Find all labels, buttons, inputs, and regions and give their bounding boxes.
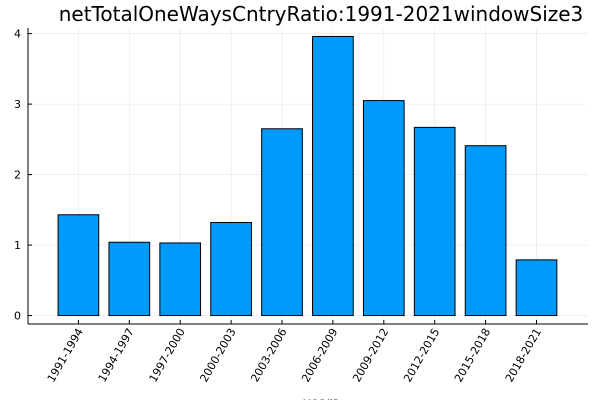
y-tick-label: 2 (14, 169, 21, 182)
x-tick-label: 2012-2015 (401, 326, 442, 384)
y-tick-label: 0 (14, 310, 21, 323)
x-tick-label: 1997-2000 (147, 326, 188, 384)
bar-2018-2021 (515, 259, 558, 317)
x-tick-label: 2000-2003 (197, 326, 238, 384)
bar-1997-2000 (159, 242, 202, 317)
bar-2003-2006 (261, 128, 303, 317)
y-tick-label: 3 (14, 98, 21, 111)
x-tick-labels: 1991-1994 1994-1997 1997-2000 2000-2003 2003… (45, 320, 544, 384)
x-tick-label: 2009-2012 (350, 326, 391, 384)
axes (27, 28, 588, 325)
x-tick-label: 2015-2018 (452, 326, 493, 384)
bar-2012-2015 (413, 126, 456, 317)
bar-2009-2012 (362, 100, 405, 317)
x-axis-label: years (303, 396, 339, 400)
x-tick-label: 2006-2009 (299, 326, 340, 384)
bar-1994-1997 (108, 241, 151, 317)
bar-2006-2009 (312, 35, 354, 317)
x-tick-label: 2018-2021 (503, 326, 544, 384)
y-tick-labels: 0 1 2 3 4 (14, 28, 32, 323)
chart-title: netTotalOneWaysCntryRatio:1991-2021windo… (59, 2, 584, 26)
bar-2000-2003 (210, 222, 252, 317)
y-tick-label: 1 (14, 239, 21, 252)
bars (57, 35, 558, 317)
bar-2015-2018 (464, 145, 507, 317)
y-tick-label: 4 (14, 28, 21, 41)
bar-1991-1994 (57, 214, 100, 317)
x-tick-label: 1991-1994 (45, 326, 86, 384)
x-tick-label: 2003-2006 (248, 326, 289, 384)
x-tick-label: 1994-1997 (96, 326, 137, 384)
